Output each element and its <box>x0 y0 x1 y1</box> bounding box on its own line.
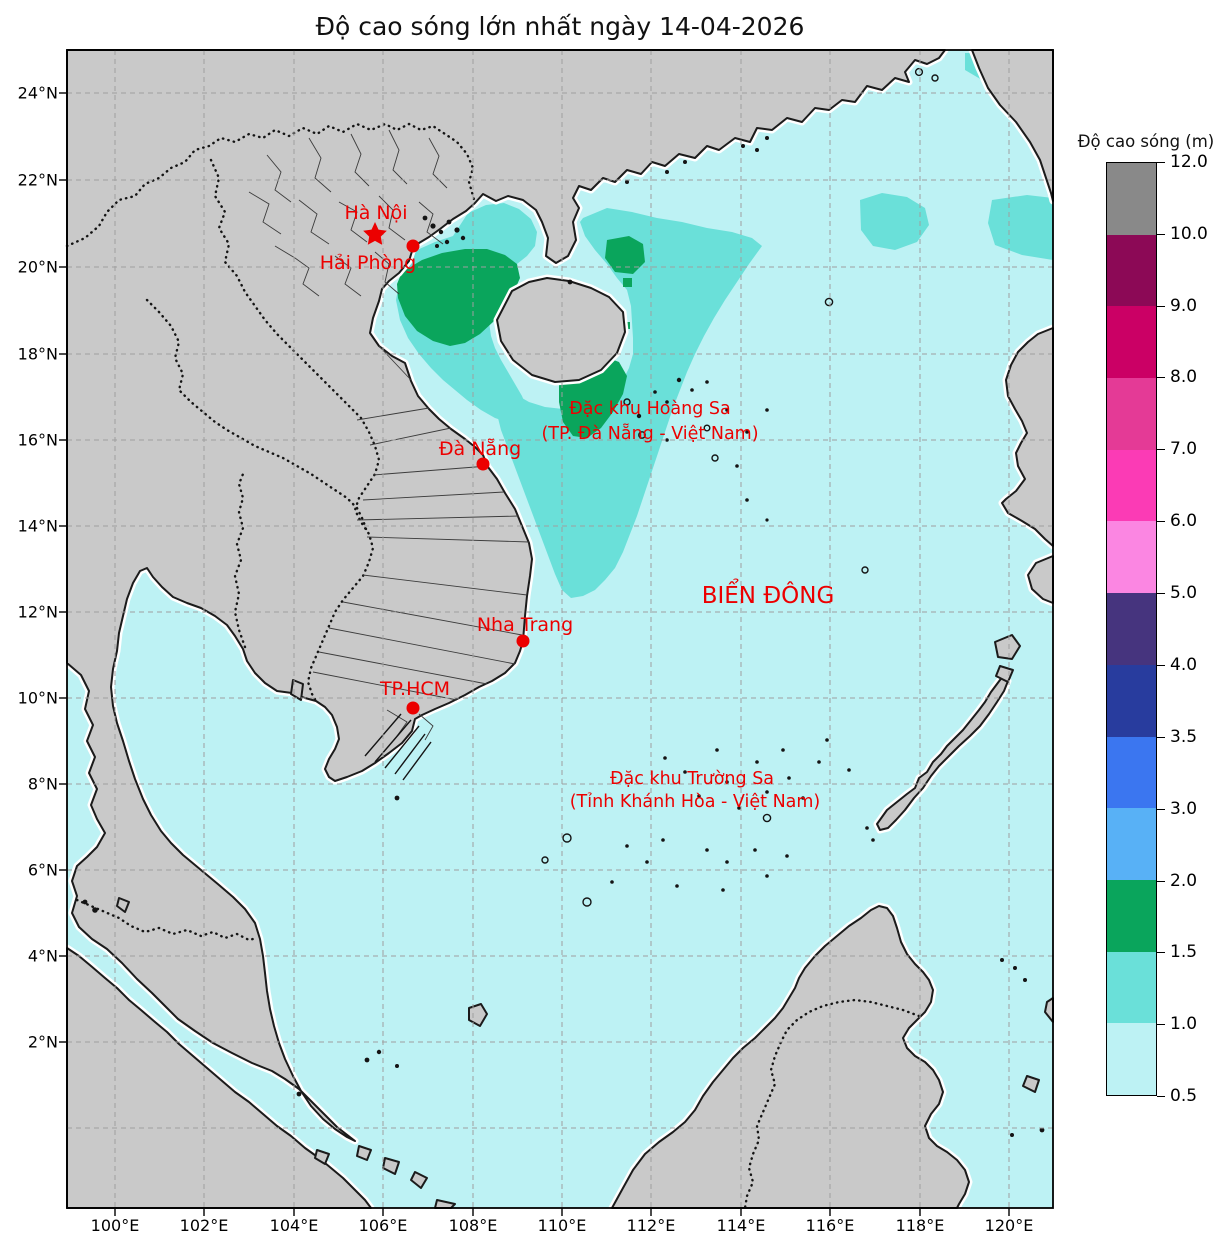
label-hoangsa-2: (TP. Đà Nẵng - Việt Nam) <box>541 423 758 444</box>
nhatrang-dot-marker <box>516 634 530 648</box>
cb-label-3: 3.0 <box>1170 799 1198 819</box>
cb-label-12: 12.0 <box>1170 152 1208 172</box>
colorbar-segment <box>1107 664 1156 737</box>
x-tick-102e: 102°E <box>179 1216 229 1235</box>
landmass <box>66 49 1054 1209</box>
cb-label-4: 4.0 <box>1170 655 1198 675</box>
land-luzon <box>1001 327 1054 547</box>
colorbar-segment <box>1107 163 1156 235</box>
cb-label-1p5: 1.5 <box>1170 942 1198 962</box>
cb-label-0p5: 0.5 <box>1170 1086 1198 1106</box>
land-sumatra <box>66 947 372 1209</box>
y-tick-20n: 20°N <box>17 257 58 277</box>
x-tick-100e: 100°E <box>90 1216 140 1235</box>
sea-wave-1p5-2 <box>397 236 645 438</box>
colorbar-scale <box>1106 162 1157 1096</box>
colorbar-segment <box>1107 234 1156 307</box>
colorbar: Độ cao sóng (m) 12.0 10.0 9.0 8.0 7.0 6.… <box>1078 132 1214 1106</box>
x-tick-104e: 104°E <box>269 1216 319 1235</box>
cb-label-1: 1.0 <box>1170 1014 1198 1034</box>
map-text-labels: Hà Nội Hải Phòng Đà Nẵng Nha Trang TP.HC… <box>320 202 835 812</box>
y-tick-10n: 10°N <box>17 688 58 708</box>
map-frame <box>66 49 1054 1209</box>
colorbar-segment <box>1107 521 1156 594</box>
label-truongsa-2: (Tỉnh Khánh Hòa - Việt Nam) <box>570 792 821 812</box>
graticule <box>67 50 1053 1208</box>
haiphong-dot-marker <box>406 239 420 253</box>
y-tick-2n: 2°N <box>27 1032 58 1052</box>
colorbar-title: Độ cao sóng (m) <box>1077 132 1215 151</box>
x-tick-120e: 120°E <box>984 1216 1034 1235</box>
cb-label-9: 9.0 <box>1170 296 1198 316</box>
colorbar-segment <box>1107 736 1156 809</box>
cb-label-3p5: 3.5 <box>1170 727 1198 747</box>
label-tphcm: TP.HCM <box>379 678 450 700</box>
y-tick-24n: 24°N <box>17 83 58 103</box>
x-tick-112e: 112°E <box>626 1216 676 1235</box>
cb-label-8: 8.0 <box>1170 367 1198 387</box>
cb-label-5: 5.0 <box>1170 583 1198 603</box>
land-borneo <box>611 905 970 1209</box>
y-tick-6n: 6°N <box>27 860 58 880</box>
y-tick-16n: 16°N <box>17 430 58 450</box>
colorbar-segment <box>1107 306 1156 379</box>
hanoi-star-marker <box>363 222 387 245</box>
colorbar-segment <box>1107 1023 1156 1095</box>
y-tick-22n: 22°N <box>17 170 58 190</box>
y-tick-12n: 12°N <box>17 602 58 622</box>
map-svg: Hà Nội Hải Phòng Đà Nẵng Nha Trang TP.HC… <box>59 46 1057 1216</box>
colorbar-segment <box>1107 449 1156 522</box>
label-bien-dong: BIỂN ĐÔNG <box>702 579 835 609</box>
label-danang: Đà Nẵng <box>439 437 521 460</box>
label-hanoi: Hà Nội <box>344 202 407 224</box>
x-tick-106e: 106°E <box>358 1216 408 1235</box>
label-truongsa-1: Đặc khu Trường Sa <box>610 769 774 789</box>
y-tick-8n: 8°N <box>27 774 58 794</box>
city-markers <box>363 222 530 715</box>
label-haiphong: Hải Phòng <box>320 252 416 274</box>
label-nhatrang: Nha Trang <box>477 614 573 636</box>
x-tick-116e: 116°E <box>805 1216 855 1235</box>
cb-label-6: 6.0 <box>1170 511 1198 531</box>
x-tick-108e: 108°E <box>448 1216 498 1235</box>
x-tick-114e: 114°E <box>716 1216 766 1235</box>
map-canvas: Hà Nội Hải Phòng Đà Nẵng Nha Trang TP.HC… <box>59 46 1057 1216</box>
cb-label-10: 10.0 <box>1170 224 1208 244</box>
colorbar-segment <box>1107 951 1156 1024</box>
cb-label-7: 7.0 <box>1170 439 1198 459</box>
x-tick-110e: 110°E <box>537 1216 587 1235</box>
country-borders-dotted <box>65 122 921 1210</box>
y-tick-18n: 18°N <box>17 344 58 364</box>
cb-label-2: 2.0 <box>1170 871 1198 891</box>
y-tick-14n: 14°N <box>17 516 58 536</box>
colorbar-segment <box>1107 879 1156 952</box>
land-hainan <box>496 277 626 383</box>
colorbar-segment <box>1107 593 1156 665</box>
axis-ticks <box>59 92 1010 1216</box>
x-tick-118e: 118°E <box>895 1216 945 1235</box>
islets <box>82 67 1045 1137</box>
small-islands <box>116 634 1054 1209</box>
label-hoangsa-1: Đặc khu Hoàng Sa <box>569 399 731 419</box>
tphcm-dot-marker <box>406 701 420 715</box>
colorbar-segment <box>1107 378 1156 450</box>
danang-dot-marker <box>476 457 490 471</box>
land-mainland-asia <box>66 49 946 1142</box>
chart-title: Độ cao sóng lớn nhất ngày 14-04-2026 <box>315 12 805 41</box>
colorbar-segment <box>1107 808 1156 880</box>
y-tick-4n: 4°N <box>27 946 58 966</box>
province-borders <box>248 129 530 741</box>
